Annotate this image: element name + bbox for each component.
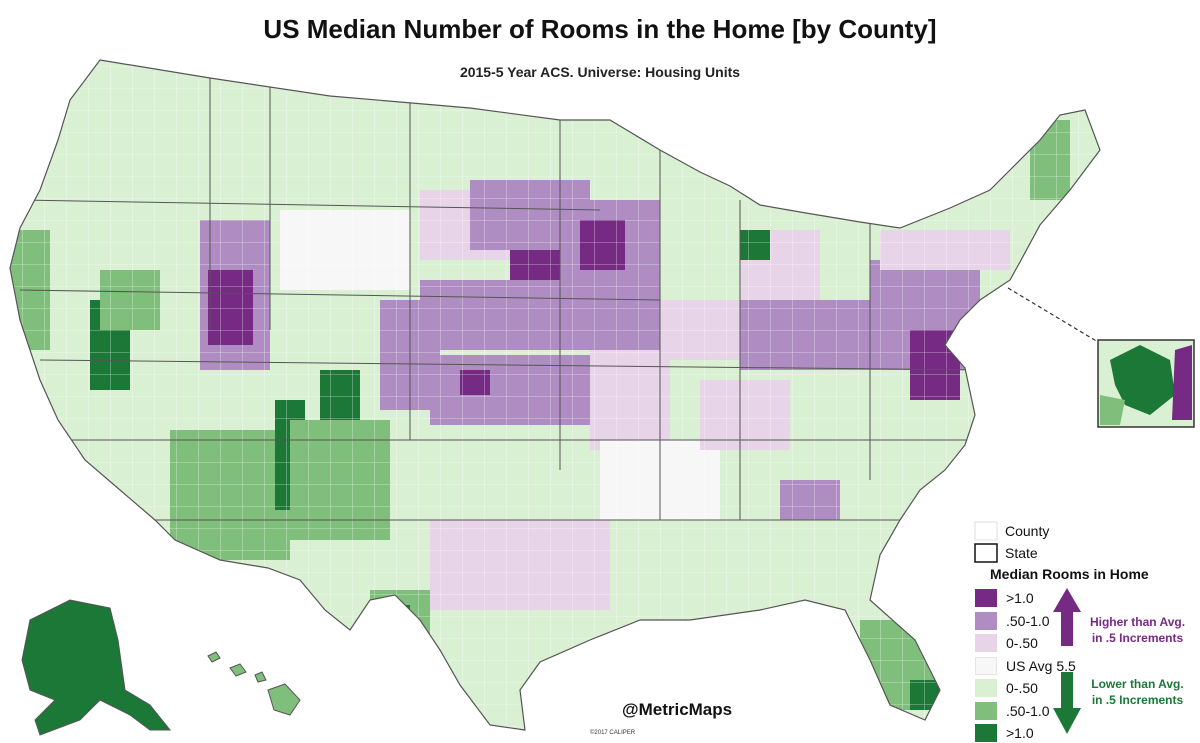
higher-note: Higher than Avg. in .5 Increments	[1080, 614, 1195, 646]
legend-item-label: US Avg 5.5	[1006, 657, 1076, 674]
legend-item: US Avg 5.5	[975, 656, 1076, 676]
legend-item-label: >1.0	[1006, 590, 1034, 606]
county-swatch	[974, 521, 998, 541]
legend-item: .50-1.0	[975, 701, 1050, 721]
higher-note-line2: in .5 Increments	[1091, 631, 1184, 645]
legend-swatch	[975, 589, 997, 607]
legend-item-label: 0-.50	[1006, 680, 1038, 696]
legend-item: .50-1.0	[975, 611, 1050, 631]
legend-state: State	[1005, 543, 1038, 563]
higher-note-line1: Higher than Avg.	[1089, 615, 1186, 629]
nyc-inset	[1007, 287, 1195, 428]
legend-heading: Median Rooms in Home	[990, 566, 1149, 582]
map-title: US Median Number of Rooms in the Home [b…	[263, 14, 937, 44]
alaska	[21, 599, 172, 736]
region-texas-border	[385, 605, 410, 640]
caliper-credit: ©2017 CALIPER	[590, 730, 636, 736]
legend-item-label: .50-1.0	[1006, 702, 1050, 719]
down-arrow-icon	[1053, 672, 1081, 734]
lower-note-line2: in .5 Increments	[1091, 693, 1184, 707]
map-subtitle: 2015-5 Year ACS. Universe: Housing Units	[459, 64, 741, 80]
up-arrow-icon	[1053, 588, 1081, 646]
legend-swatch	[975, 701, 997, 720]
legend-item: 0-.50	[975, 633, 1038, 653]
legend-item: >1.0	[975, 723, 1034, 743]
legend-swatch	[975, 724, 997, 742]
state-borders	[19, 60, 981, 521]
lower-note-line1: Lower than Avg.	[1091, 677, 1184, 691]
legend-item: >1.0	[975, 588, 1034, 608]
legend-swatch	[975, 634, 997, 652]
legend-swatch	[975, 656, 997, 675]
legend-swatch	[975, 611, 997, 630]
author-handle: @MetricMaps	[622, 700, 733, 719]
legend-county: County	[1005, 521, 1049, 541]
lower-note: Lower than Avg. in .5 Increments	[1080, 676, 1195, 708]
legend-item-label: >1.0	[1006, 725, 1034, 741]
legend-state-label: State	[1005, 545, 1038, 561]
legend-item-label: 0-.50	[1006, 635, 1038, 651]
state-swatch	[974, 543, 998, 563]
legend-county-label: County	[1005, 523, 1050, 539]
hawaii	[207, 651, 301, 716]
legend-item: 0-.50	[975, 678, 1038, 698]
legend-swatch	[975, 679, 997, 697]
legend-item-label: .50-1.0	[1006, 612, 1050, 629]
